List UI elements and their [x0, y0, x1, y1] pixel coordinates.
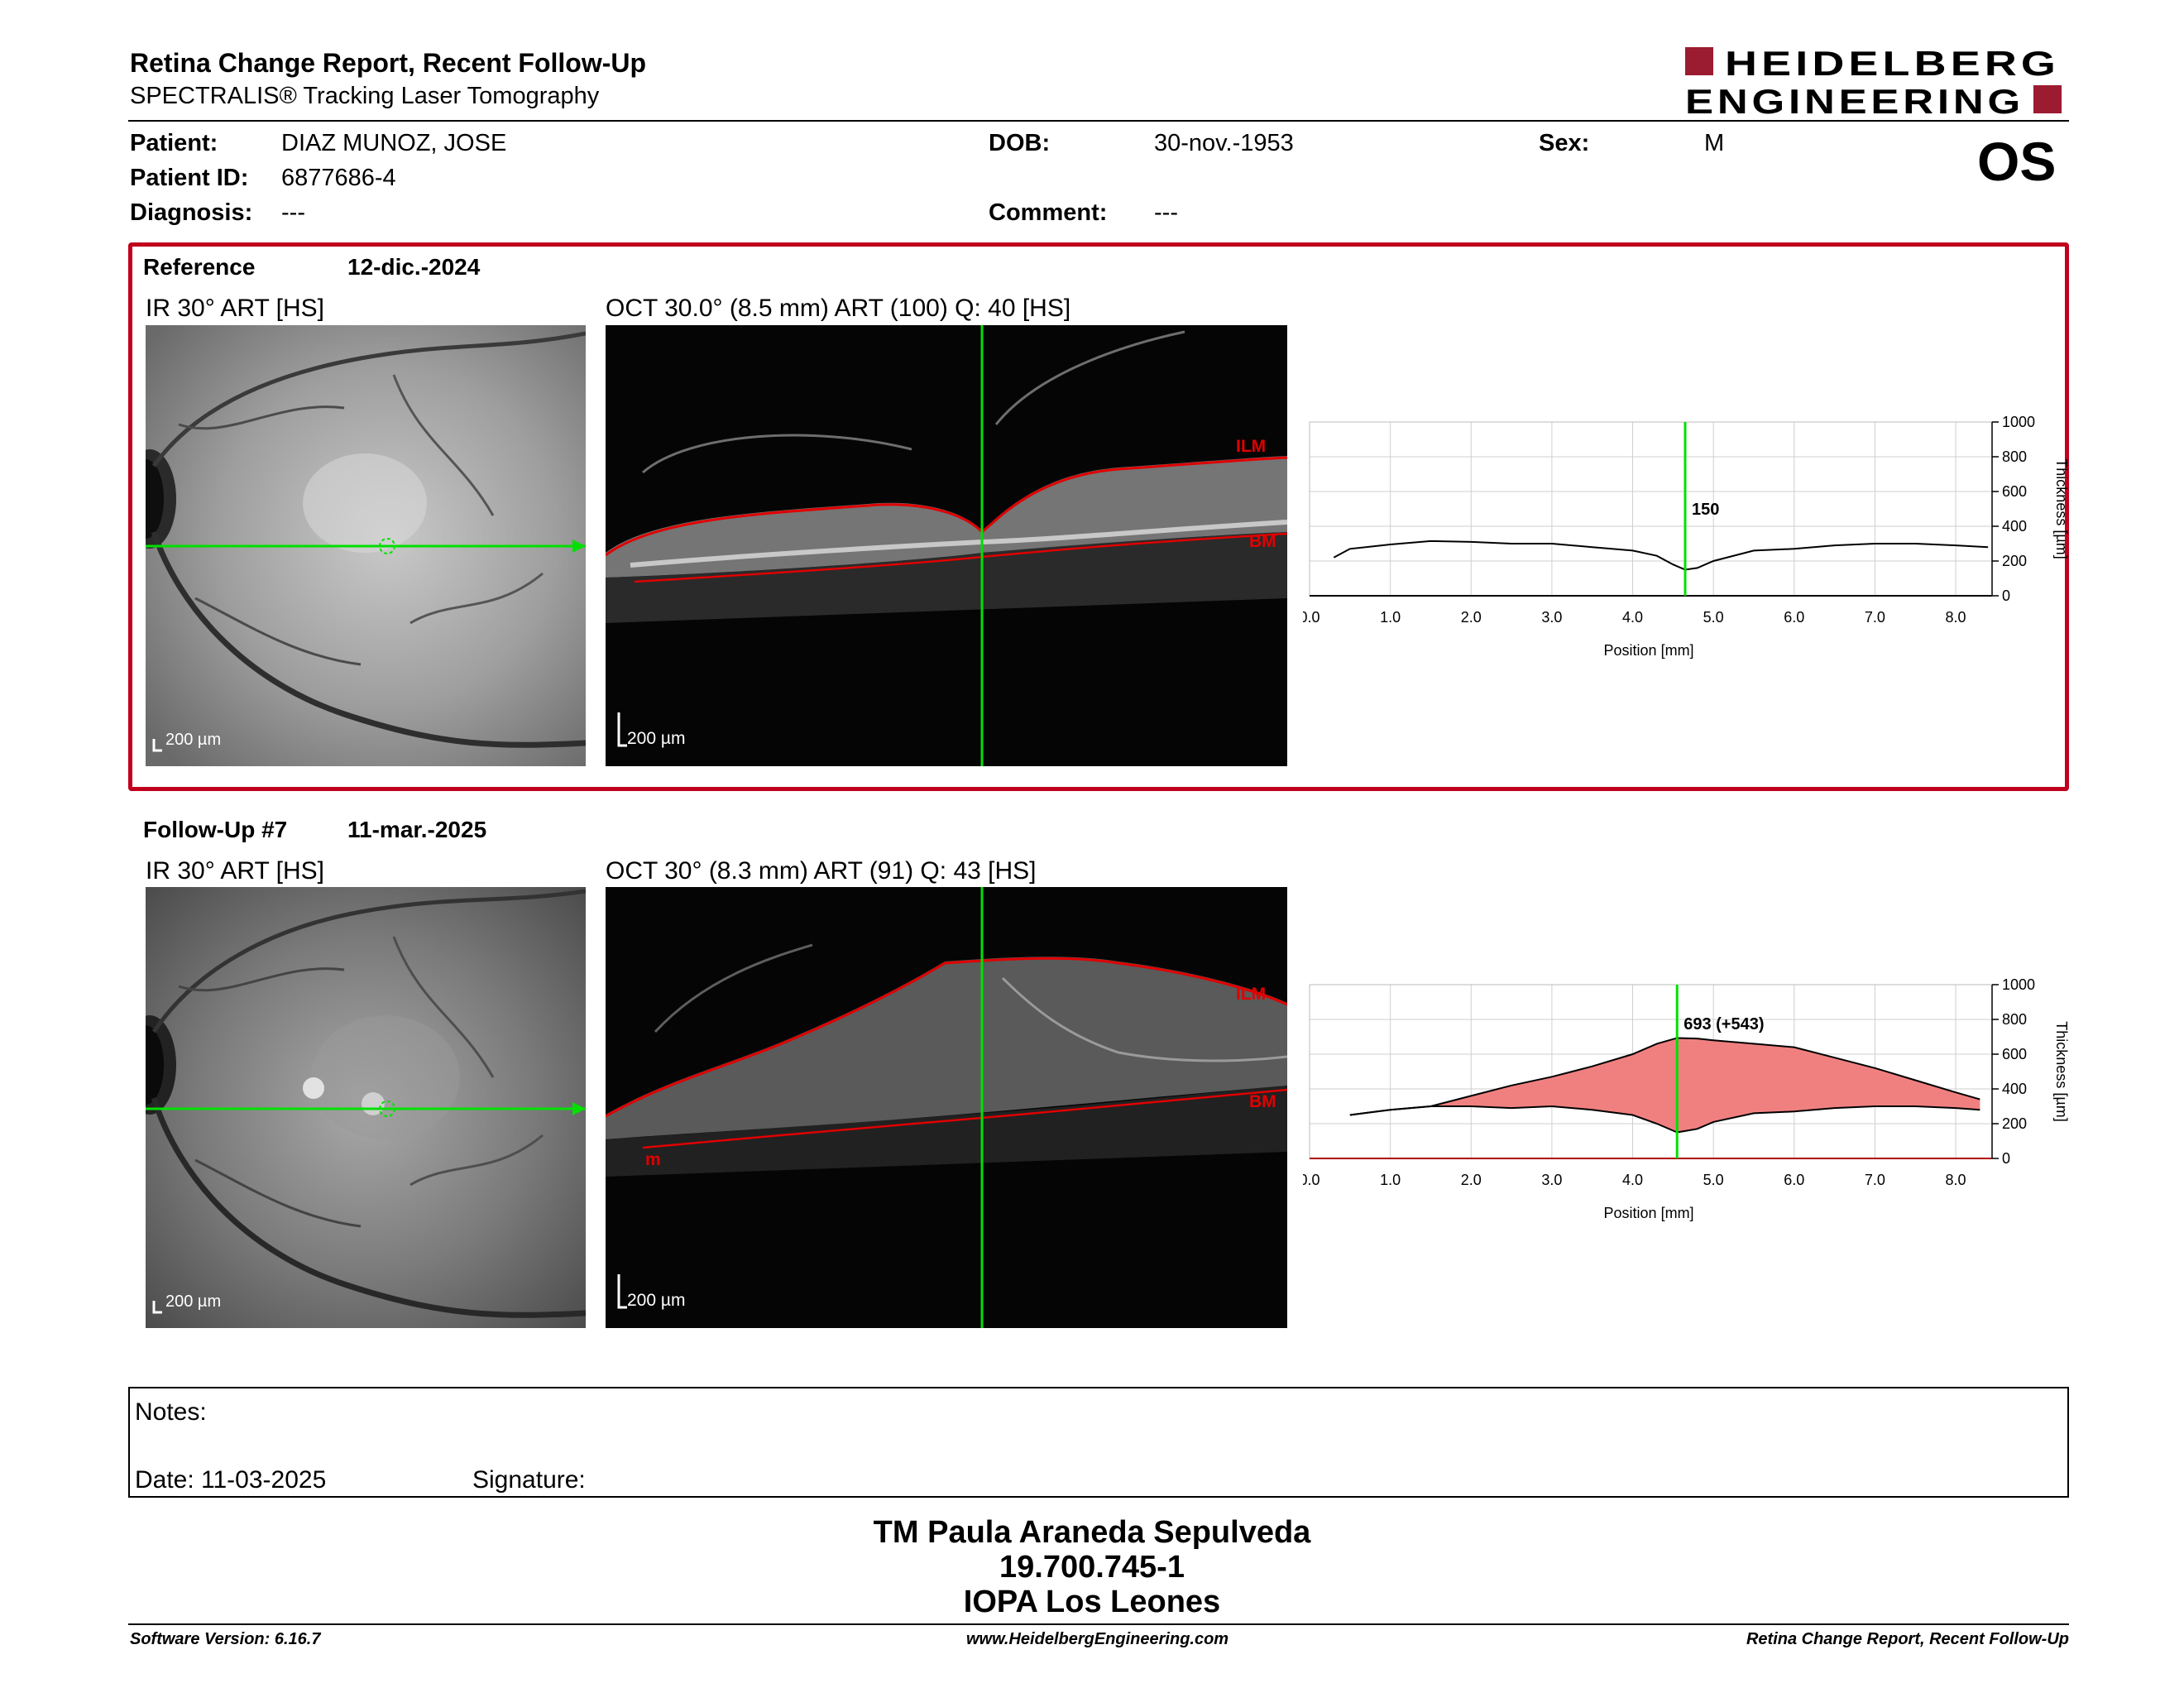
- x-tick-label: 0.0: [1303, 1172, 1320, 1188]
- reference-date: 12-dic.-2024: [347, 254, 481, 280]
- notes-label: Notes:: [135, 1398, 207, 1426]
- patient-id: 6877686-4: [281, 165, 396, 191]
- reference-ir-scale: 200 µm: [165, 731, 222, 749]
- sex-label: Sex:: [1539, 130, 1590, 156]
- notes-box: Notes: Date: 11-03-2025 Signature:: [128, 1387, 2069, 1498]
- followup-m-label: m: [645, 1150, 661, 1169]
- followup-ir-caption: IR 30° ART [HS]: [146, 857, 324, 885]
- thickness-change-area: [1349, 1038, 1980, 1133]
- thickness-series-line-0: [1333, 539, 1989, 571]
- x-axis-label: Position [mm]: [1604, 1205, 1694, 1221]
- followup-oct-scale: 200 µm: [627, 1291, 686, 1310]
- followup-oct-caption: OCT 30° (8.3 mm) ART (91) Q: 43 [HS]: [606, 857, 1037, 885]
- footer-rule: [128, 1623, 2069, 1625]
- footer-software-version: Software Version: 6.16.7: [130, 1630, 321, 1648]
- y-axis-label: Thickness [µm]: [2053, 1021, 2070, 1121]
- x-tick-label: 2.0: [1461, 1172, 1482, 1188]
- reference-ir-caption: IR 30° ART [HS]: [146, 295, 324, 322]
- followup-ir-image: 200 µm: [146, 887, 586, 1328]
- reference-ir-image: 200 µm: [146, 325, 586, 766]
- y-tick-label: 600: [2002, 483, 2027, 500]
- y-tick-label: 800: [2002, 1011, 2027, 1028]
- followup-ilm-label: ILM: [1236, 985, 1267, 1004]
- followup-label: Follow-Up #7: [143, 817, 288, 842]
- signer-institution: IOPA Los Leones: [963, 1585, 1221, 1619]
- patient-name: DIAZ MUNOZ, JOSE: [281, 130, 507, 156]
- reference-oct-scale: 200 µm: [627, 729, 686, 748]
- reference-label: Reference: [143, 254, 256, 280]
- y-tick-label: 200: [2002, 553, 2027, 569]
- signer-id: 19.700.745-1: [999, 1550, 1185, 1585]
- reference-oct-caption: OCT 30.0° (8.5 mm) ART (100) Q: 40 [HS]: [606, 295, 1071, 322]
- followup-date: 11-mar.-2025: [347, 817, 487, 842]
- eye-label: OS: [1977, 131, 2057, 192]
- y-tick-label: 0: [2002, 1150, 2010, 1167]
- report-subtitle: SPECTRALIS® Tracking Laser Tomography: [130, 83, 600, 109]
- x-tick-label: 6.0: [1784, 1172, 1804, 1188]
- followup-bm-label: BM: [1249, 1092, 1276, 1111]
- footer-website[interactable]: www.HeidelbergEngineering.com: [966, 1630, 1229, 1648]
- x-axis-label: Position [mm]: [1604, 642, 1694, 659]
- reference-thickness-chart: 0.0 1.0 2.0 3.0 4.0 5.0 6.0 7.0 8.0 0 200 400 600 800…: [1299, 414, 2081, 687]
- patient-id-label: Patient ID:: [130, 165, 249, 191]
- x-tick-label: 2.0: [1461, 609, 1482, 626]
- x-tick-label: 3.0: [1541, 609, 1562, 626]
- y-tick-label: 200: [2002, 1115, 2027, 1132]
- dob-value: 30-nov.-1953: [1154, 130, 1294, 156]
- y-axis-label: Thickness [µm]: [2053, 458, 2070, 559]
- x-tick-label: 5.0: [1703, 609, 1724, 626]
- logo-line2: ENGINEERING: [1685, 82, 2024, 117]
- reference-bm-label: BM: [1249, 532, 1276, 551]
- report-title: Retina Change Report, Recent Follow-Up: [130, 48, 647, 78]
- reference-oct-image: ILM BM 200 µm: [606, 325, 1287, 766]
- y-tick-label: 600: [2002, 1046, 2027, 1062]
- x-tick-label: 4.0: [1622, 609, 1643, 626]
- header-rule: [128, 120, 2069, 122]
- comment-label: Comment:: [989, 199, 1108, 226]
- plot-frame: [1309, 421, 1993, 597]
- cursor-value-label: 693 (+543): [1684, 1015, 1764, 1033]
- x-tick-label: 3.0: [1541, 1172, 1562, 1188]
- followup-ir-scale: 200 µm: [165, 1292, 222, 1311]
- logo-line1: HEIDELBERG: [1725, 44, 2060, 83]
- footer-report-name: Retina Change Report, Recent Follow-Up: [1746, 1630, 2069, 1648]
- signature-label: Signature:: [472, 1466, 586, 1494]
- x-tick-label: 8.0: [1946, 609, 1966, 626]
- signer-name: TM Paula Araneda Sepulveda: [873, 1515, 1311, 1550]
- x-tick-label: 7.0: [1865, 609, 1885, 626]
- comment-value: ---: [1154, 199, 1178, 226]
- patient-label: Patient:: [130, 130, 218, 156]
- x-tick-label: 6.0: [1784, 609, 1804, 626]
- sex-value: M: [1704, 130, 1725, 156]
- dob-label: DOB:: [989, 130, 1051, 156]
- x-tick-label: 0.0: [1303, 609, 1320, 626]
- diagnosis-label: Diagnosis:: [130, 199, 253, 226]
- followup-thickness-chart: 0.0 1.0 2.0 3.0 4.0 5.0 6.0 7.0 8.0 0 200 400 600 800…: [1299, 976, 2081, 1249]
- x-tick-label: 4.0: [1622, 1172, 1643, 1188]
- heidelberg-logo: HEIDELBERG ENGINEERING: [1685, 43, 2062, 121]
- x-tick-label: 1.0: [1380, 609, 1401, 626]
- y-tick-label: 800: [2002, 448, 2027, 465]
- y-tick-label: 400: [2002, 518, 2027, 535]
- y-tick-label: 1000: [2002, 414, 2035, 430]
- diagnosis-value: ---: [281, 199, 305, 226]
- notes-date: Date: 11-03-2025: [135, 1466, 327, 1494]
- reference-box: [128, 242, 2069, 791]
- y-tick-label: 400: [2002, 1081, 2027, 1097]
- x-tick-label: 7.0: [1865, 1172, 1885, 1188]
- reference-ilm-label: ILM: [1236, 437, 1267, 456]
- y-tick-label: 0: [2002, 587, 2010, 604]
- x-tick-label: 8.0: [1946, 1172, 1966, 1188]
- cursor-value-label: 150: [1692, 501, 1719, 519]
- y-tick-label: 1000: [2002, 976, 2035, 993]
- x-tick-label: 1.0: [1380, 1172, 1401, 1188]
- followup-oct-image: ILM BM m 200 µm: [606, 887, 1287, 1328]
- x-tick-label: 5.0: [1703, 1172, 1724, 1188]
